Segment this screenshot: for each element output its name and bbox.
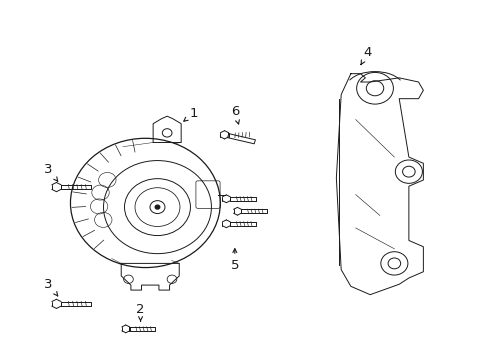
- Text: 5: 5: [230, 249, 239, 272]
- Text: 4: 4: [360, 46, 371, 65]
- Text: 3: 3: [44, 278, 58, 296]
- Text: 3: 3: [44, 163, 58, 181]
- Text: 1: 1: [183, 107, 198, 121]
- Text: 6: 6: [230, 105, 239, 124]
- Circle shape: [155, 205, 160, 209]
- Text: 2: 2: [136, 303, 144, 321]
